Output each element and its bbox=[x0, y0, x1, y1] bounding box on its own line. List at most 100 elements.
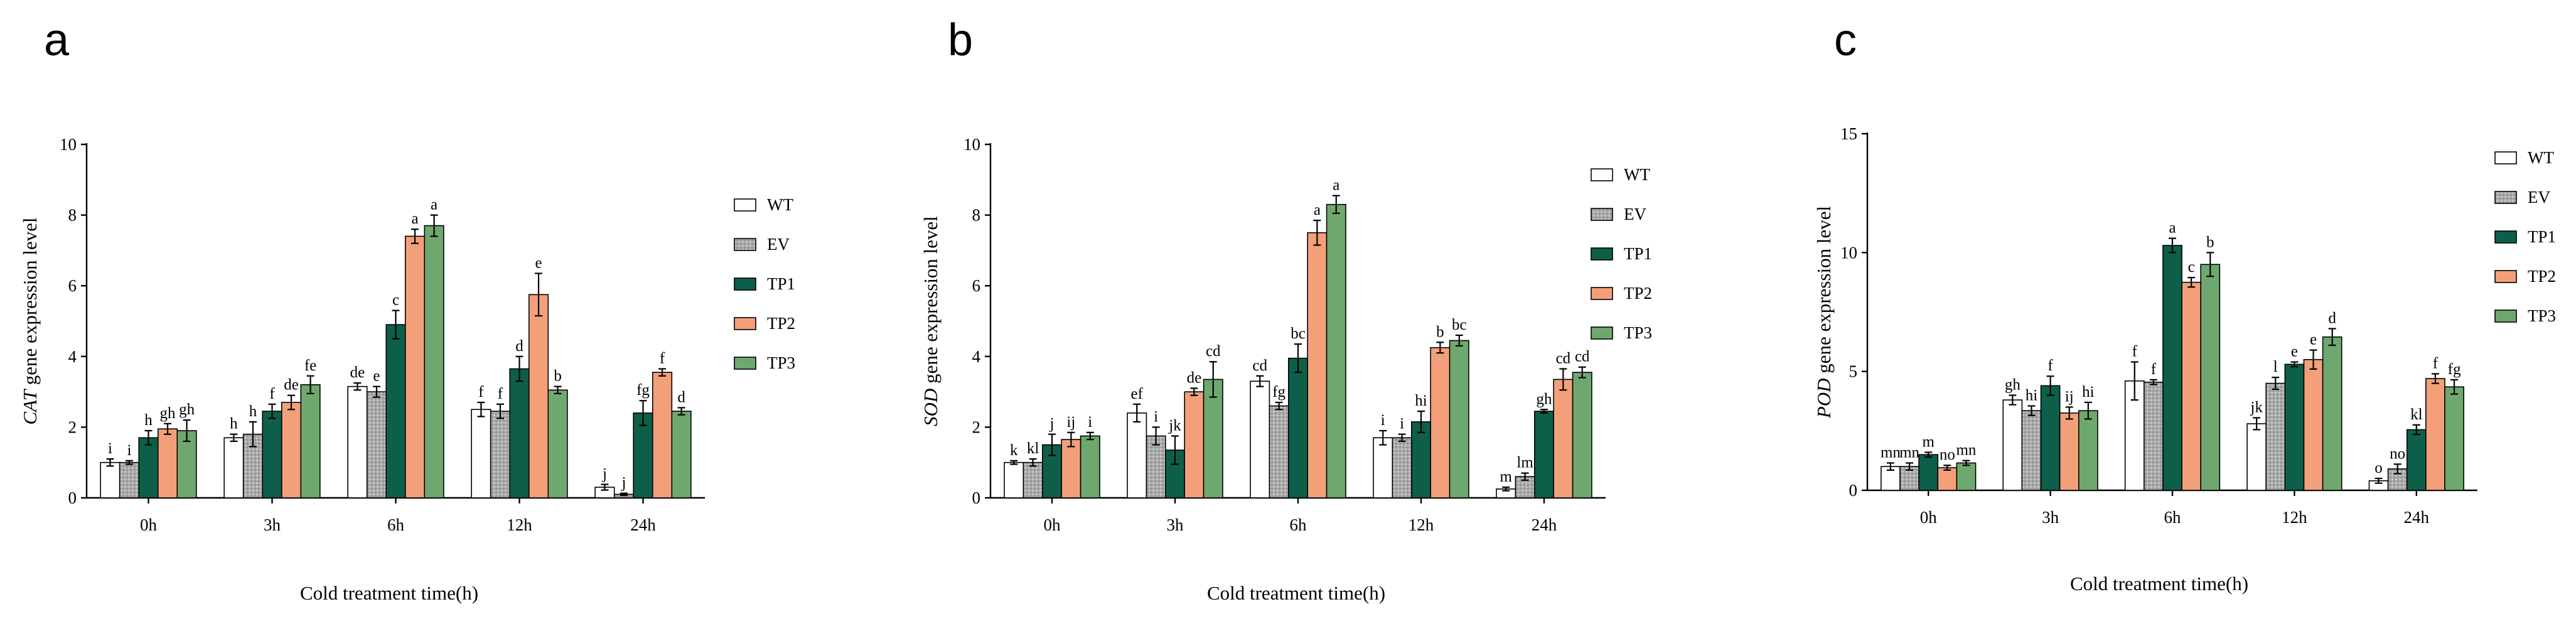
legend-swatch-tp1 bbox=[1591, 247, 1613, 261]
x-axis-label: Cold treatment time(h) bbox=[300, 582, 478, 604]
significance-label: h bbox=[249, 403, 257, 420]
significance-label: de bbox=[350, 364, 365, 381]
bar-ev-6h bbox=[2144, 381, 2164, 491]
significance-label: no bbox=[1940, 446, 1955, 463]
legend-label-wt: WT bbox=[767, 195, 793, 214]
y-axis-label: CAT gene expression level bbox=[19, 217, 41, 424]
significance-label: f bbox=[2132, 343, 2138, 360]
legend-swatch-tp1 bbox=[2494, 230, 2517, 244]
significance-label: d bbox=[677, 389, 685, 406]
legend-label-tp2: TP2 bbox=[2528, 267, 2556, 286]
significance-label: mn bbox=[1881, 444, 1901, 461]
legend-label-tp2: TP2 bbox=[1624, 284, 1652, 303]
significance-label: cd bbox=[1556, 350, 1571, 367]
significance-label: m bbox=[1500, 468, 1513, 485]
legend-label-tp1: TP1 bbox=[767, 274, 795, 293]
x-tick-label: 6h bbox=[1290, 515, 1307, 534]
bar-ev-0h bbox=[1022, 461, 1043, 498]
bar-tp2-0h bbox=[157, 428, 178, 498]
significance-label: cd bbox=[1206, 343, 1221, 360]
bar-tp3-0h bbox=[1080, 435, 1100, 498]
legend-label-ev: EV bbox=[1624, 205, 1646, 223]
significance-label: j bbox=[602, 466, 607, 483]
significance-label: i bbox=[1088, 414, 1092, 431]
bar-tp3-3h bbox=[1203, 379, 1223, 498]
bar-tp3-0h bbox=[1956, 462, 1977, 491]
bar-tp2-3h bbox=[281, 402, 302, 498]
bar-wt-12h bbox=[471, 409, 491, 498]
bar-tp3-12h bbox=[2322, 336, 2343, 491]
bar-tp3-12h bbox=[547, 389, 568, 498]
significance-label: a bbox=[1333, 177, 1339, 194]
x-tick-label: 0h bbox=[1920, 508, 1938, 527]
x-tick-label: 0h bbox=[1044, 515, 1061, 534]
bar-tp1-24h bbox=[1534, 411, 1554, 498]
bar-tp1-24h bbox=[2406, 429, 2427, 491]
bar-tp2-3h bbox=[1184, 391, 1205, 498]
significance-label: f bbox=[478, 384, 484, 401]
y-tick-label: 6 bbox=[68, 276, 77, 295]
significance-label: f bbox=[660, 350, 665, 367]
y-tick-label: 10 bbox=[60, 135, 77, 154]
bar-tp2-0h bbox=[1937, 467, 1958, 491]
bar-tp1-3h bbox=[262, 411, 282, 498]
significance-label: fg bbox=[1272, 384, 1285, 401]
significance-label: e bbox=[2291, 343, 2298, 360]
x-tick-label: 24h bbox=[630, 515, 656, 534]
y-tick-label: 2 bbox=[68, 417, 77, 436]
significance-label: f bbox=[2047, 357, 2053, 374]
significance-label: bc bbox=[1452, 316, 1467, 333]
significance-label: h bbox=[230, 416, 238, 433]
significance-label: hi bbox=[1415, 392, 1427, 409]
significance-label: e bbox=[373, 368, 380, 385]
bar-ev-6h bbox=[1269, 405, 1289, 498]
panel-letter: a bbox=[44, 15, 70, 65]
legend-swatch-tp3 bbox=[2494, 310, 2517, 323]
legend-swatch-ev bbox=[734, 238, 756, 251]
bar-tp3-3h bbox=[300, 384, 321, 498]
significance-label: de bbox=[284, 377, 299, 394]
bar-tp3-6h bbox=[1326, 203, 1346, 498]
y-axis-label-gene: POD bbox=[1813, 378, 1835, 419]
y-tick-label: 2 bbox=[972, 417, 981, 436]
legend-swatch-tp1 bbox=[734, 277, 756, 291]
significance-label: i bbox=[1400, 416, 1404, 433]
bar-tp1-0h bbox=[138, 437, 159, 498]
significance-label: gh bbox=[160, 405, 176, 422]
significance-label: j bbox=[1049, 416, 1055, 433]
significance-label: gh bbox=[2005, 377, 2021, 394]
bar-tp1-3h bbox=[1165, 449, 1185, 498]
x-tick-label: 6h bbox=[387, 515, 405, 534]
x-tick-label: 12h bbox=[507, 515, 532, 534]
y-axis-label-gene: SOD bbox=[920, 389, 942, 426]
bar-tp3-6h bbox=[2200, 264, 2221, 491]
y-tick-label: 5 bbox=[1849, 362, 1858, 381]
legend-label-tp1: TP1 bbox=[1624, 244, 1652, 263]
y-axis-label-gene: CAT bbox=[19, 388, 41, 424]
significance-label: hi bbox=[2082, 384, 2095, 401]
y-tick-label: 8 bbox=[972, 206, 981, 225]
chart-panel-c: c 0 5 10 15 POD gene expression level Cold tre… bbox=[1813, 15, 2556, 595]
legend-swatch-ev bbox=[2494, 191, 2517, 204]
bar-tp1-6h bbox=[2162, 245, 2182, 491]
y-axis-label: SOD gene expression level bbox=[920, 216, 942, 426]
bar-tp3-24h bbox=[2444, 386, 2464, 491]
significance-label: i bbox=[127, 442, 131, 459]
significance-label: c bbox=[2188, 259, 2195, 276]
significance-label: c bbox=[392, 292, 399, 309]
legend-label-wt: WT bbox=[1624, 165, 1650, 184]
bar-wt-12h bbox=[1373, 437, 1393, 498]
y-tick-label: 0 bbox=[68, 488, 77, 507]
significance-label: b bbox=[2206, 234, 2214, 250]
x-tick-label: 0h bbox=[140, 515, 158, 534]
x-tick-label: 3h bbox=[1167, 515, 1184, 534]
legend-swatch-wt bbox=[734, 198, 756, 212]
y-tick-label: 10 bbox=[963, 135, 980, 154]
bar-ev-6h bbox=[366, 391, 387, 498]
panel-letter: b bbox=[948, 15, 973, 65]
bar-wt-3h bbox=[1127, 412, 1147, 498]
panel-letter: c bbox=[1834, 15, 1857, 65]
bar-tp1-12h bbox=[2284, 363, 2305, 491]
x-tick-label: 3h bbox=[2042, 508, 2059, 527]
